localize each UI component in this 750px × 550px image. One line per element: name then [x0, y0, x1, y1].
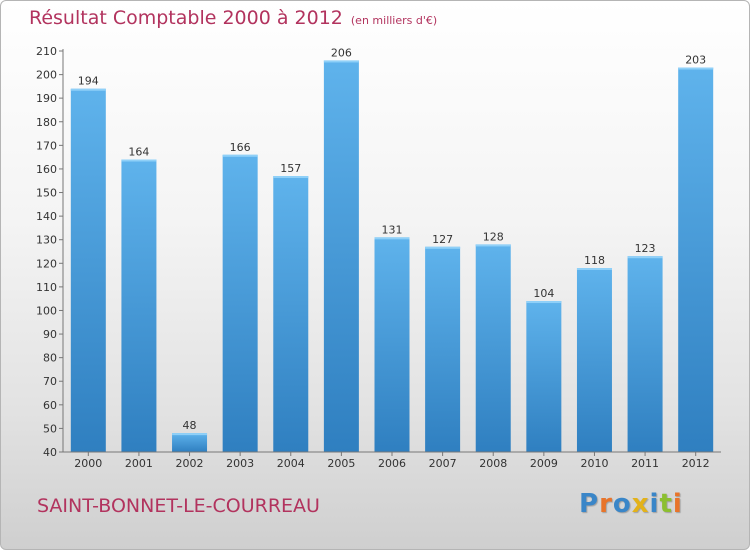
bar-2011 — [627, 256, 663, 452]
bar-highlight-2001 — [121, 159, 157, 162]
bar-highlight-2010 — [576, 268, 612, 271]
x-tick-label-2010: 2010 — [580, 457, 608, 470]
data-label-2003: 166 — [230, 141, 251, 154]
y-tick-label: 60 — [43, 399, 57, 412]
bar-2008 — [475, 244, 511, 452]
bar-2003 — [222, 154, 258, 452]
data-label-2000: 194 — [78, 75, 99, 88]
bar-2012 — [678, 67, 714, 452]
data-label-2004: 157 — [280, 162, 301, 175]
y-tick-label: 90 — [43, 328, 57, 341]
y-tick-label: 110 — [36, 281, 57, 294]
chart-title: Résultat Comptable 2000 à 2012 (en millie… — [29, 7, 437, 29]
x-tick-label-2008: 2008 — [479, 457, 507, 470]
data-label-2009: 104 — [533, 287, 554, 300]
commune-name: SAINT-BONNET-LE-COURREAU — [37, 495, 320, 517]
bar-2007 — [425, 246, 461, 452]
proxiti-logo: Proxiti — [579, 489, 683, 519]
y-tick-label: 190 — [36, 92, 57, 105]
bar-highlight-2008 — [475, 244, 511, 247]
x-tick-label-2009: 2009 — [530, 457, 558, 470]
x-tick-label-2002: 2002 — [176, 457, 204, 470]
x-tick-label-2011: 2011 — [631, 457, 659, 470]
x-tick-label-2003: 2003 — [226, 457, 254, 470]
bar-2000 — [70, 88, 106, 452]
bar-2002 — [172, 433, 208, 452]
bar-highlight-2011 — [627, 256, 663, 259]
bar-highlight-2005 — [323, 60, 359, 63]
y-tick-label: 100 — [36, 304, 57, 317]
logo-letter: P — [579, 489, 600, 519]
x-tick-label-2012: 2012 — [682, 457, 710, 470]
data-label-2002: 48 — [183, 419, 197, 432]
bar-highlight-2009 — [526, 301, 562, 304]
bar-2001 — [121, 159, 157, 452]
y-tick-label: 50 — [43, 422, 57, 435]
bar-highlight-2007 — [425, 246, 461, 249]
bar-2010 — [576, 268, 612, 452]
y-tick-label: 140 — [36, 210, 57, 223]
logo-letter: o — [612, 489, 632, 519]
y-tick-label: 160 — [36, 163, 57, 176]
logo-letter: i — [672, 489, 683, 519]
data-label-2005: 206 — [331, 46, 352, 59]
bar-highlight-2012 — [678, 67, 714, 70]
data-label-2007: 127 — [432, 233, 453, 246]
chart-title-text: Résultat Comptable 2000 à 2012 — [29, 7, 343, 29]
x-tick-label-2006: 2006 — [378, 457, 406, 470]
y-tick-label: 40 — [43, 446, 57, 459]
bar-highlight-2002 — [172, 433, 208, 436]
bar-2006 — [374, 237, 410, 452]
data-label-2012: 203 — [685, 54, 706, 67]
bar-highlight-2003 — [222, 154, 258, 157]
logo-letter: r — [599, 489, 613, 519]
y-tick-label: 130 — [36, 234, 57, 247]
y-tick-label: 70 — [43, 375, 57, 388]
logo-letter: t — [659, 489, 673, 519]
y-tick-label: 180 — [36, 116, 57, 129]
bar-2005 — [323, 60, 359, 452]
bar-2004 — [273, 176, 309, 453]
x-tick-label-2004: 2004 — [277, 457, 305, 470]
y-tick-label: 120 — [36, 257, 57, 270]
chart-subtitle: (en milliers d'€) — [350, 14, 438, 27]
data-label-2001: 164 — [128, 146, 149, 159]
bar-highlight-2000 — [70, 88, 106, 91]
data-label-2008: 128 — [483, 230, 504, 243]
x-tick-label-2000: 2000 — [74, 457, 102, 470]
y-tick-label: 210 — [36, 45, 57, 58]
bar-highlight-2006 — [374, 237, 410, 240]
x-tick-label-2001: 2001 — [125, 457, 153, 470]
y-tick-label: 150 — [36, 187, 57, 200]
data-label-2011: 123 — [635, 242, 656, 255]
x-tick-label-2005: 2005 — [327, 457, 355, 470]
data-label-2010: 118 — [584, 254, 605, 267]
x-tick-label-2007: 2007 — [429, 457, 457, 470]
y-tick-label: 170 — [36, 139, 57, 152]
y-tick-label: 80 — [43, 352, 57, 365]
bar-2009 — [526, 301, 562, 452]
logo-letter: x — [631, 489, 650, 519]
logo-letter: i — [649, 489, 660, 519]
data-label-2006: 131 — [382, 223, 403, 236]
bar-highlight-2004 — [273, 176, 309, 179]
y-tick-label: 200 — [36, 69, 57, 82]
